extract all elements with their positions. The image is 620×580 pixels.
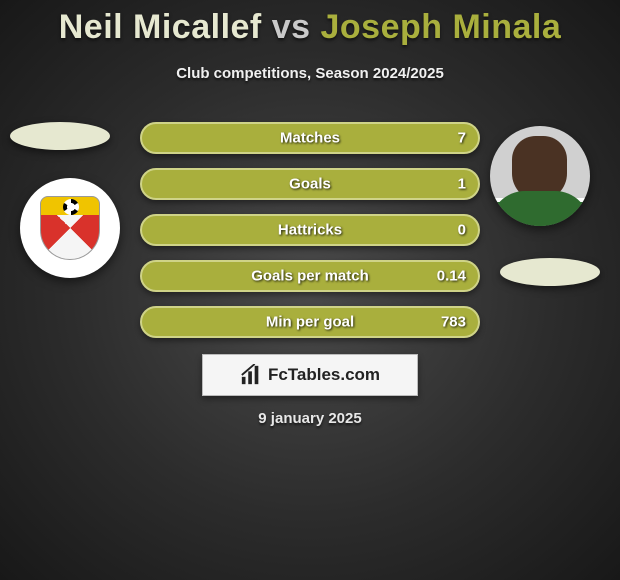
stat-label: Goals (289, 176, 331, 193)
stat-label: Matches (280, 130, 340, 147)
player2-name: Joseph Minala (320, 8, 561, 46)
branding-badge: FcTables.com (202, 354, 418, 396)
subtitle: Club competitions, Season 2024/2025 (0, 65, 620, 82)
club-crest-icon (40, 196, 100, 260)
player2-marker-ellipse (500, 258, 600, 286)
stat-value-right: 1 (458, 176, 466, 193)
date-label: 9 january 2025 (0, 410, 620, 427)
stat-row: Goals per match 0.14 (140, 260, 480, 292)
branding-text: FcTables.com (268, 365, 380, 385)
stat-row: Matches 7 (140, 122, 480, 154)
vs-label: vs (272, 8, 311, 46)
comparison-card: Neil Micallef vs Joseph Minala Club comp… (0, 0, 620, 580)
stat-value-right: 783 (441, 314, 466, 331)
stat-label: Goals per match (251, 268, 369, 285)
stat-label: Min per goal (266, 314, 354, 331)
jersey-shape (490, 198, 590, 226)
stat-label: Hattricks (278, 222, 342, 239)
player2-avatar (490, 126, 590, 226)
stat-row: Hattricks 0 (140, 214, 480, 246)
player1-name: Neil Micallef (59, 8, 262, 46)
page-title: Neil Micallef vs Joseph Minala (0, 0, 620, 47)
player1-marker-ellipse (10, 122, 110, 150)
stat-value-right: 0 (458, 222, 466, 239)
stats-bars: Matches 7 Goals 1 Hattricks 0 Goals per match 0… (140, 122, 480, 352)
bar-chart-icon (240, 364, 262, 386)
player1-club-badge (20, 178, 120, 278)
stat-value-right: 0.14 (437, 268, 466, 285)
stat-row: Goals 1 (140, 168, 480, 200)
stat-value-right: 7 (458, 130, 466, 147)
stat-row: Min per goal 783 (140, 306, 480, 338)
